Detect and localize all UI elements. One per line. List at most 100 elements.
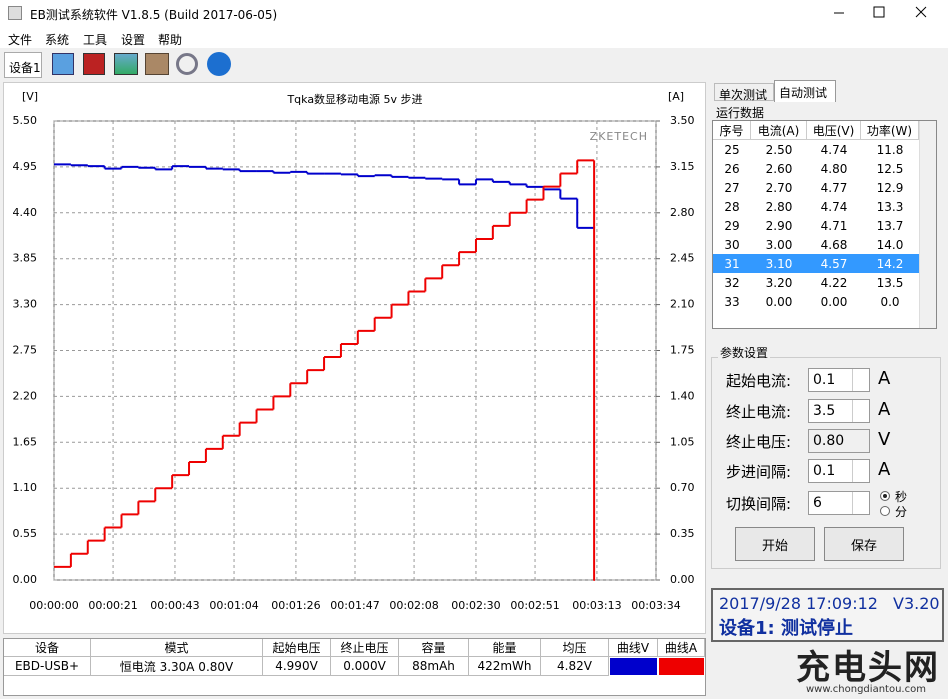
y-tick-label: 1.65 bbox=[13, 435, 38, 448]
scrollbar bbox=[919, 121, 936, 328]
column-header: 曲线V bbox=[609, 639, 658, 657]
table-cell: 4.82V bbox=[541, 657, 609, 676]
table-cell: 88mAh bbox=[399, 657, 469, 676]
table-row[interactable]: 25 2.50 4.74 11.8 bbox=[713, 140, 919, 159]
table-cell: 25 bbox=[724, 142, 740, 157]
table-cell: 2.50 bbox=[765, 142, 793, 157]
column-header: 模式 bbox=[91, 639, 263, 657]
table-cell: 4.22 bbox=[820, 275, 848, 290]
button[interactable]: 保存 bbox=[824, 527, 904, 561]
table-cell: EBD-USB+ bbox=[4, 657, 91, 676]
toolbar-tools[interactable] bbox=[145, 53, 169, 75]
menu-item[interactable]: 工具 bbox=[83, 33, 108, 47]
table-cell: 3.20 bbox=[765, 275, 793, 290]
table-row-selected[interactable]: 31 3.10 4.57 14.2 bbox=[713, 254, 919, 273]
status-message: 设备1: 测试停止 bbox=[719, 618, 853, 639]
x-tick-label: 00:01:26 bbox=[271, 599, 320, 612]
device-tab[interactable]: 设备1 bbox=[4, 52, 42, 78]
param-combo[interactable]: 3.5 bbox=[808, 399, 870, 423]
table-cell: 4.71 bbox=[820, 218, 848, 233]
radio-button[interactable] bbox=[880, 506, 890, 516]
table-cell: 11.8 bbox=[876, 142, 904, 157]
column-header: 设备 bbox=[4, 639, 91, 657]
y2-tick-label: 2.80 bbox=[670, 206, 695, 219]
table-cell: 0.00 bbox=[820, 294, 848, 309]
menu-item[interactable]: 文件 bbox=[8, 33, 33, 47]
status-box: 2017/9/28 17:09:12 V3.20 设备1: 测试停止 bbox=[711, 588, 944, 642]
table-cell: 4.57 bbox=[820, 256, 848, 271]
x-tick-label: 00:00:43 bbox=[150, 599, 199, 612]
status-time: 2017/9/28 17:09:12 bbox=[719, 594, 878, 613]
y-tick-label: 0.00 bbox=[13, 573, 38, 586]
table-cell: 13.5 bbox=[876, 275, 904, 290]
menu-item[interactable]: 系统 bbox=[45, 33, 70, 47]
table-cell: 31 bbox=[724, 256, 740, 271]
param-unit: A bbox=[878, 399, 891, 420]
maximize-button[interactable] bbox=[873, 6, 885, 18]
watermark-logo: 充电头网 www.chongdiantou.com bbox=[788, 640, 948, 699]
toolbar-search[interactable] bbox=[176, 53, 198, 75]
param-label: 起始电流: bbox=[726, 372, 792, 390]
table-cell: 4.80 bbox=[820, 161, 848, 176]
table-cell: 4.74 bbox=[820, 142, 848, 157]
y2-tick-label: 1.75 bbox=[670, 344, 695, 357]
table-cell: 13.7 bbox=[876, 218, 904, 233]
group-title: 参数设置 bbox=[718, 344, 771, 361]
toolbar-open[interactable] bbox=[52, 53, 74, 75]
y-tick-label: 2.20 bbox=[13, 389, 38, 402]
table-row[interactable]: 26 2.60 4.80 12.5 bbox=[713, 159, 919, 178]
tab-active[interactable]: 自动测试 bbox=[774, 80, 836, 102]
table-cell: 27 bbox=[724, 180, 740, 195]
close-button[interactable] bbox=[915, 6, 927, 18]
y-tick-label: 4.95 bbox=[13, 160, 38, 173]
radio-button[interactable] bbox=[880, 491, 890, 501]
table-cell: 29 bbox=[724, 218, 740, 233]
y2-tick-label: 1.05 bbox=[670, 435, 695, 448]
toolbar-save[interactable] bbox=[83, 53, 105, 75]
y-tick-label: 1.10 bbox=[13, 481, 38, 494]
x-tick-label: 00:00:21 bbox=[88, 599, 137, 612]
tab[interactable]: 单次测试 bbox=[714, 83, 774, 102]
run-data-table: 序号 电流(A) 电压(V) 功率(W) 25 2.50 4.74 11.8 26 2.60 4.8… bbox=[712, 120, 937, 329]
table-cell: 3.00 bbox=[765, 237, 793, 252]
column-header: 序号 bbox=[713, 121, 751, 140]
param-combo[interactable]: 0.1 bbox=[808, 368, 870, 392]
param-unit: A bbox=[878, 459, 891, 480]
x-tick-label: 00:02:51 bbox=[510, 599, 559, 612]
table-row[interactable]: 27 2.70 4.77 12.9 bbox=[713, 178, 919, 197]
param-textbox[interactable]: 0.80 bbox=[808, 429, 870, 453]
radio-label: 分 bbox=[895, 505, 908, 519]
param-combo[interactable]: 6 bbox=[808, 491, 870, 515]
y-tick-label: 5.50 bbox=[13, 114, 38, 127]
table-row[interactable]: 33 0.00 0.00 0.0 bbox=[713, 292, 919, 311]
menu-item[interactable]: 帮助 bbox=[158, 33, 183, 47]
logo-text: 充电头网 bbox=[796, 648, 940, 688]
table-row[interactable]: 29 2.90 4.71 13.7 bbox=[713, 216, 919, 235]
x-tick-label: 00:00:00 bbox=[29, 599, 78, 612]
toolbar-image[interactable] bbox=[114, 53, 138, 75]
y-axis-label: [V] bbox=[22, 90, 38, 103]
table-row[interactable]: 32 3.20 4.22 13.5 bbox=[713, 273, 919, 292]
param-combo[interactable]: 0.1 bbox=[808, 459, 870, 483]
group-title: 运行数据 bbox=[716, 106, 765, 120]
button[interactable]: 开始 bbox=[735, 527, 815, 561]
column-header: 均压 bbox=[541, 639, 609, 657]
table-row[interactable]: 28 2.80 4.74 13.3 bbox=[713, 197, 919, 216]
y2-tick-label: 2.45 bbox=[670, 252, 695, 265]
table-cell: 12.5 bbox=[876, 161, 904, 176]
toolbar-info[interactable] bbox=[207, 52, 231, 76]
table-cell: 30 bbox=[724, 237, 740, 252]
y2-tick-label: 0.00 bbox=[670, 573, 695, 586]
table-row[interactable]: 30 3.00 4.68 14.0 bbox=[713, 235, 919, 254]
combo-arrow bbox=[852, 460, 869, 482]
logo-url: www.chongdiantou.com bbox=[806, 684, 926, 695]
menu-item[interactable]: 设置 bbox=[121, 33, 146, 47]
column-header: 曲线A bbox=[658, 639, 705, 657]
status-version: V3.20 bbox=[893, 594, 940, 613]
combo-arrow bbox=[852, 492, 869, 514]
x-tick-label: 00:01:04 bbox=[209, 599, 258, 612]
table-cell: 26 bbox=[724, 161, 740, 176]
y2-tick-label: 1.40 bbox=[670, 389, 695, 402]
y2-tick-label: 0.70 bbox=[670, 481, 695, 494]
